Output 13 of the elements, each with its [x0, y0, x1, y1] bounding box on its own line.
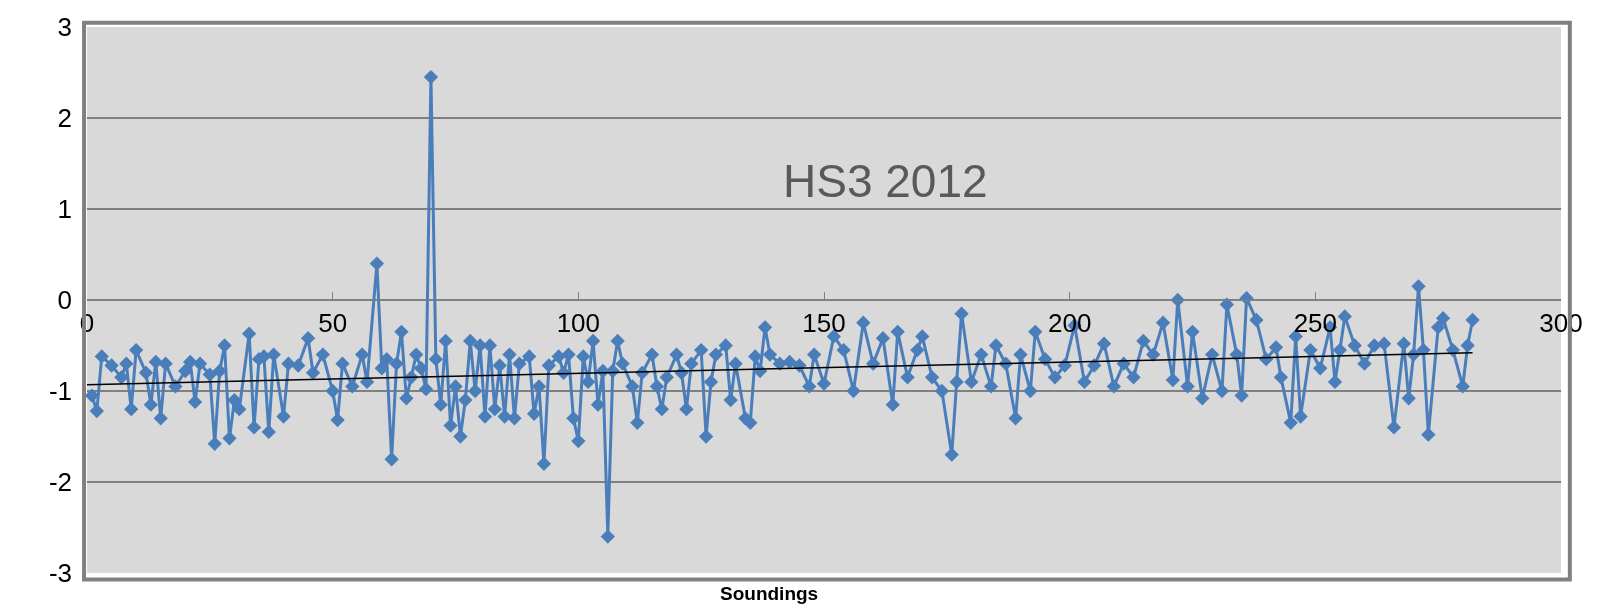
- text: HS3 2012: [783, 155, 988, 207]
- y-tick-label: -3: [48, 558, 72, 589]
- y-tick-label: -2: [48, 467, 72, 498]
- x-tick-label: 150: [802, 308, 846, 339]
- y-tick-label: 2: [57, 103, 72, 134]
- x-axis-title: Soundings: [720, 583, 819, 604]
- x-tick-label: 100: [556, 308, 601, 339]
- x-tick-label: 250: [1293, 308, 1338, 339]
- y-tick-label: 1: [57, 194, 72, 225]
- y-tick-label: -1: [48, 376, 72, 407]
- x-tick-label: 50: [318, 308, 348, 339]
- y-tick-label: 3: [57, 12, 72, 43]
- y-tick-label: 0: [57, 285, 72, 316]
